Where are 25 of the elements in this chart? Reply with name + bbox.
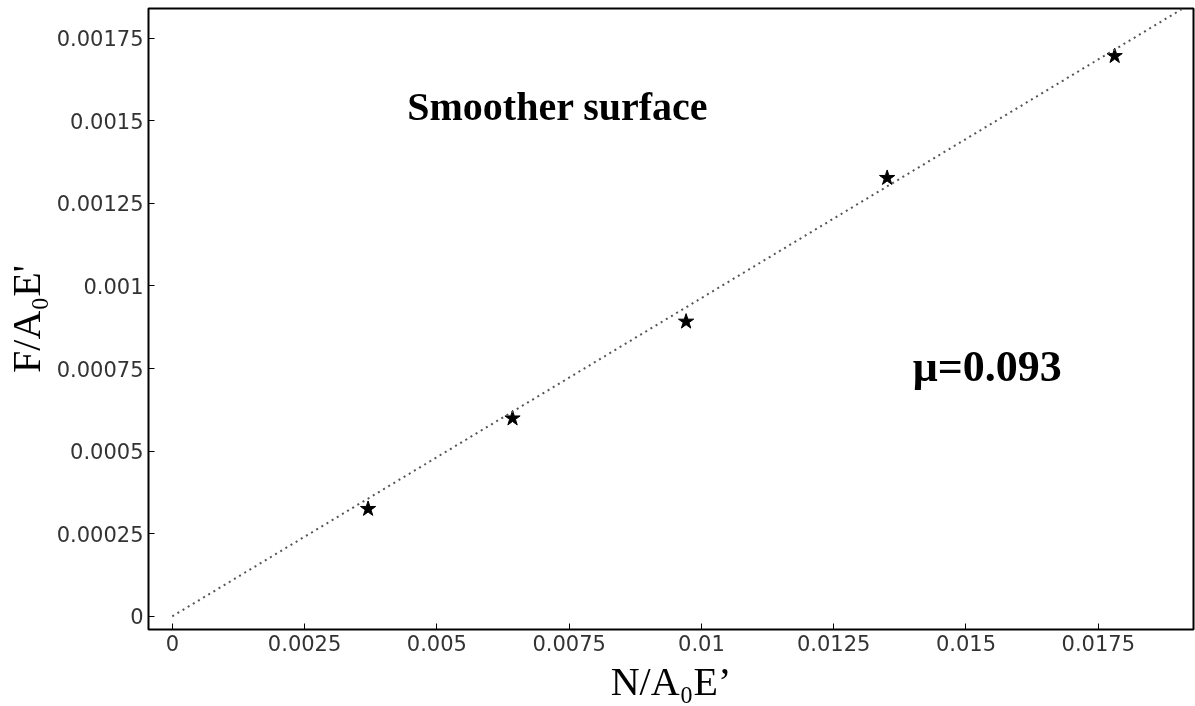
point bbox=[1106, 47, 1123, 64]
x-tick-label: 0.01 bbox=[678, 631, 725, 656]
point bbox=[504, 409, 521, 426]
y-tick-label: 0.00125 bbox=[56, 192, 144, 217]
x-tick-label: 0.005 bbox=[406, 631, 467, 656]
y-axis-title: F/A₀E' bbox=[3, 265, 49, 373]
point bbox=[879, 169, 896, 185]
annotation: μ=0.093 bbox=[912, 341, 1062, 391]
point bbox=[359, 500, 377, 516]
x-tick-label: 0 bbox=[165, 631, 179, 656]
x-axis-title: N/A₀E’ bbox=[610, 658, 732, 704]
x-tick-label: 0.0025 bbox=[267, 631, 342, 656]
y-tick-label: 0.001 bbox=[83, 274, 144, 299]
y-tick-label: 0.00175 bbox=[56, 27, 144, 52]
x-tick-label: 0.015 bbox=[935, 631, 997, 656]
x-tick-label: 0.0175 bbox=[1061, 631, 1135, 656]
point bbox=[677, 313, 695, 329]
y-tick-label: 0.0005 bbox=[70, 440, 144, 465]
annotation: Smoother surface bbox=[407, 84, 708, 130]
x-tick-label: 0.0075 bbox=[532, 631, 606, 656]
y-tick-label: 0.00075 bbox=[56, 357, 144, 382]
x-tick-label: 0.0125 bbox=[796, 631, 871, 656]
y-tick-label: 0.00025 bbox=[56, 522, 144, 547]
y-tick-label: 0.0015 bbox=[70, 109, 144, 134]
y-tick-label: 0 bbox=[130, 605, 144, 630]
